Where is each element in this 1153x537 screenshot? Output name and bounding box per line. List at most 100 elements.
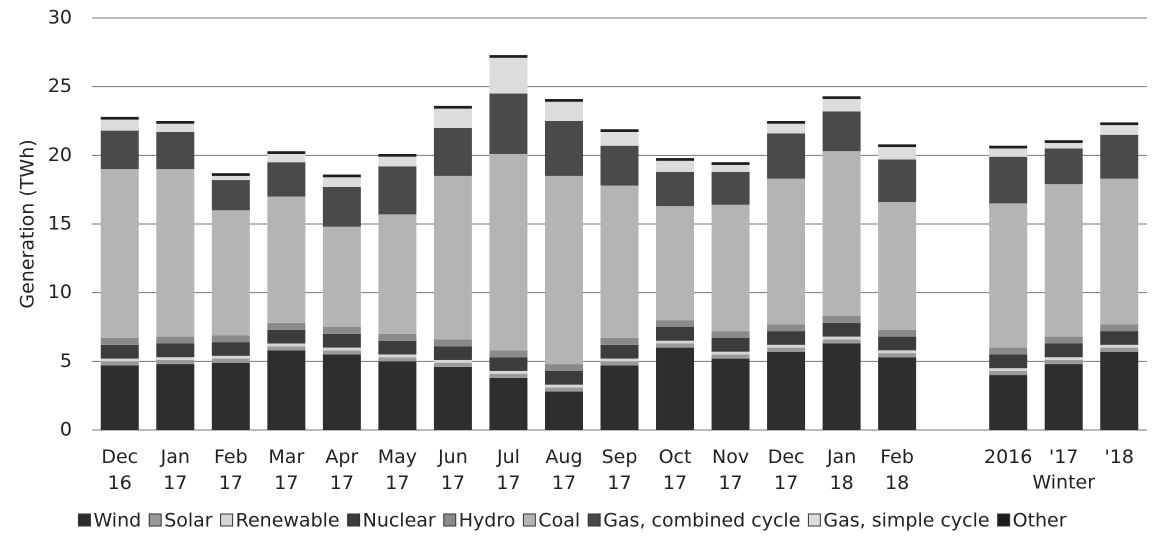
bar-segment — [544, 101, 583, 121]
bar-segment — [100, 365, 139, 430]
bar-segment — [656, 158, 695, 161]
bar-segment — [822, 96, 861, 100]
bar-segment — [711, 358, 750, 430]
bar-segment — [767, 133, 806, 179]
bar-segment — [1100, 344, 1139, 348]
x-tick-line: May — [378, 446, 417, 468]
bar-segment — [878, 336, 917, 351]
bar-segment — [100, 344, 139, 359]
bar-segment — [322, 177, 361, 187]
bar-segment — [211, 335, 250, 343]
bar-segment — [656, 340, 695, 344]
bar-segment — [322, 354, 361, 430]
x-tick-label: Sep 17 — [602, 446, 638, 494]
bar-segment — [267, 162, 306, 197]
bar-segment — [822, 336, 861, 340]
bar-segment — [989, 375, 1028, 430]
bar-segment — [378, 214, 417, 334]
x-tick-line: 18 — [885, 472, 909, 494]
x-tick-line: 2016 — [984, 446, 1032, 468]
bar-segment — [156, 131, 195, 170]
x-tick-line: 17 — [552, 472, 576, 494]
x-tick-label: Nov 17 — [712, 446, 749, 494]
x-tick-label: May 17 — [378, 446, 417, 494]
bar-segment — [322, 186, 361, 227]
bar-segment — [433, 108, 472, 128]
x-tick-line: Jan — [826, 446, 856, 468]
x-tick-label: Apr 17 — [325, 446, 358, 494]
bar-segment — [489, 377, 528, 430]
x-tick-line: 17 — [718, 472, 742, 494]
bar-segment — [822, 99, 861, 112]
bar-segment — [600, 365, 639, 430]
x-tick-label: Aug 17 — [545, 446, 582, 494]
legend-label: Coal — [538, 510, 580, 532]
bar-segment — [267, 322, 306, 330]
bar-segment — [878, 202, 917, 330]
bar-segment — [767, 344, 806, 348]
bar-segment — [211, 173, 250, 176]
bar-segment — [489, 57, 528, 94]
bar-segment — [878, 350, 917, 354]
bar-segment — [544, 387, 583, 392]
legend-swatch — [220, 513, 234, 527]
bar-segment — [544, 370, 583, 385]
bar-segment — [378, 340, 417, 355]
bar-segment — [433, 346, 472, 360]
bar-segment — [156, 121, 195, 124]
bar-segment — [322, 333, 361, 348]
bar-segment — [767, 324, 806, 332]
bar-segment — [989, 148, 1028, 157]
bar-segment — [767, 123, 806, 134]
bar-segment — [878, 329, 917, 337]
bar-segment — [989, 347, 1028, 355]
x-tick-label: Jan 17 — [160, 446, 190, 494]
bar-segment — [1044, 142, 1083, 149]
legend-swatch — [347, 513, 361, 527]
x-tick-line: Apr — [325, 446, 358, 468]
bar-segment — [378, 357, 417, 362]
x-tick-label: Jun 17 — [437, 446, 468, 494]
bar-segment — [600, 129, 639, 132]
legend-swatch — [522, 513, 536, 527]
x-tick-line: Feb — [214, 446, 248, 468]
bar-segment — [1044, 140, 1083, 143]
bar-segment — [267, 329, 306, 344]
bar-segment — [211, 342, 250, 356]
y-tick-label: 0 — [60, 419, 72, 441]
bar-segment — [1100, 134, 1139, 179]
bar-segment — [322, 226, 361, 327]
bar-segment — [211, 362, 250, 430]
bar-segment — [156, 364, 195, 430]
bar-segment — [100, 130, 139, 170]
bar-segment — [1100, 331, 1139, 345]
x-tick-line: Sep — [602, 446, 638, 468]
bar-segment — [156, 123, 195, 132]
x-tick-label: Oct 17 — [659, 446, 692, 494]
bar-segment — [878, 357, 917, 430]
bar-segment — [544, 99, 583, 102]
bar-segment — [378, 361, 417, 430]
x-tick-line: 17 — [607, 472, 631, 494]
bar-segment — [267, 346, 306, 351]
bar-segment — [822, 316, 861, 323]
x-tick-line: 17 — [663, 472, 687, 494]
bar-segment — [322, 174, 361, 178]
legend-label: Solar — [164, 510, 213, 532]
bar-segment — [656, 347, 695, 430]
x-tick-label: 2016 — [984, 446, 1032, 468]
x-tick-label: '18 — [1105, 446, 1134, 468]
bar-segment — [156, 336, 195, 344]
legend-label: Renewable — [236, 510, 340, 532]
legend-label: Hydro — [459, 510, 516, 532]
y-tick-label: 15 — [48, 213, 72, 235]
x-tick-label: Jul 17 — [496, 446, 521, 494]
x-tick-line: Oct — [659, 446, 692, 468]
y-axis-label: Generation (TWh) — [17, 139, 39, 308]
bar-segment — [1044, 357, 1083, 360]
x-tick-label: Feb 17 — [214, 446, 248, 494]
bar-segment — [878, 159, 917, 203]
x-tick-line: '17 — [1049, 446, 1078, 468]
bar-segment — [267, 350, 306, 430]
bar-segment — [656, 171, 695, 207]
